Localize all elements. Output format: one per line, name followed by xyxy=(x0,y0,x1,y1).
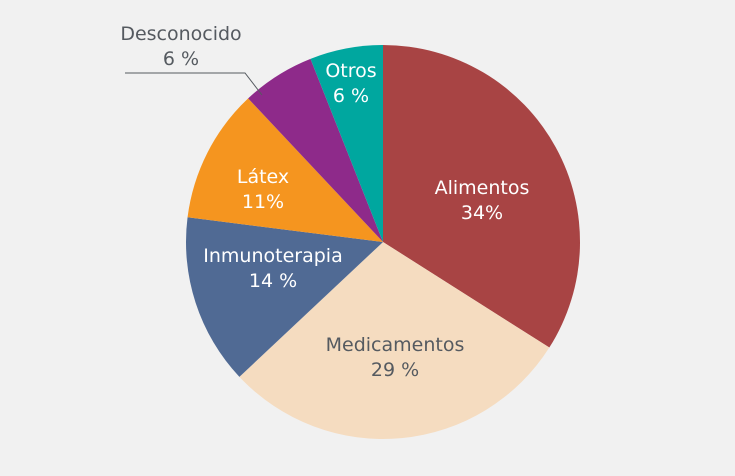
label-latex-name: Látex xyxy=(236,166,290,188)
label-alimentos-pct: 34% xyxy=(460,202,504,224)
label-otros-pct: 6 % xyxy=(332,85,370,107)
label-desconocido-name: Desconocido xyxy=(120,23,242,45)
label-medicamentos-name: Medicamentos xyxy=(325,334,465,356)
slice-latex xyxy=(187,98,383,242)
label-medicamentos-pct: 29 % xyxy=(370,359,420,381)
desconocido-leader-line xyxy=(125,72,263,96)
label-desconocido: Desconocido 6 % xyxy=(120,22,241,72)
label-inmunoterapia: Inmunoterapia 14 % xyxy=(203,244,342,294)
slice-medicamentos xyxy=(239,242,550,439)
slice-inmunoterapia xyxy=(186,217,383,377)
label-inmunoterapia-pct: 14 % xyxy=(248,270,298,292)
label-latex: Látex 11% xyxy=(237,165,289,215)
label-latex-pct: 11% xyxy=(241,191,285,213)
slice-alimentos xyxy=(383,45,580,348)
label-alimentos-name: Alimentos xyxy=(434,177,530,199)
label-otros: Otros 6 % xyxy=(325,59,376,109)
slice-desconocido xyxy=(248,58,383,243)
label-inmunoterapia-name: Inmunoterapia xyxy=(203,245,343,267)
label-desconocido-pct: 6 % xyxy=(162,48,200,70)
slice-otros xyxy=(310,45,383,242)
label-medicamentos: Medicamentos 29 % xyxy=(326,333,465,383)
label-otros-name: Otros xyxy=(325,60,377,82)
label-alimentos: Alimentos 34% xyxy=(435,176,530,226)
